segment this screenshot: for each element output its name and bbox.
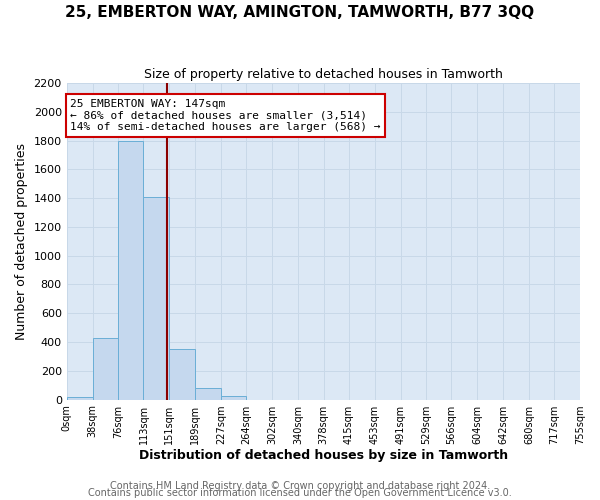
Bar (221, 396, 246, 400)
Text: 25 EMBERTON WAY: 147sqm
← 86% of detached houses are smaller (3,514)
14% of semi: 25 EMBERTON WAY: 147sqm ← 86% of detache… (70, 99, 380, 132)
Bar (67, 396, 92, 400)
Bar (118, 140, 143, 400)
Y-axis label: Number of detached properties: Number of detached properties (15, 143, 28, 340)
Bar (143, 196, 169, 400)
Bar (92, 338, 118, 400)
Text: Contains HM Land Registry data © Crown copyright and database right 2024.: Contains HM Land Registry data © Crown c… (110, 481, 490, 491)
X-axis label: Distribution of detached houses by size in Tamworth: Distribution of detached houses by size … (139, 450, 508, 462)
Title: Size of property relative to detached houses in Tamworth: Size of property relative to detached ho… (144, 68, 503, 80)
Text: 25, EMBERTON WAY, AMINGTON, TAMWORTH, B77 3QQ: 25, EMBERTON WAY, AMINGTON, TAMWORTH, B7… (65, 5, 535, 20)
Text: Contains public sector information licensed under the Open Government Licence v3: Contains public sector information licen… (88, 488, 512, 498)
Bar (169, 349, 195, 400)
Bar (195, 388, 221, 400)
